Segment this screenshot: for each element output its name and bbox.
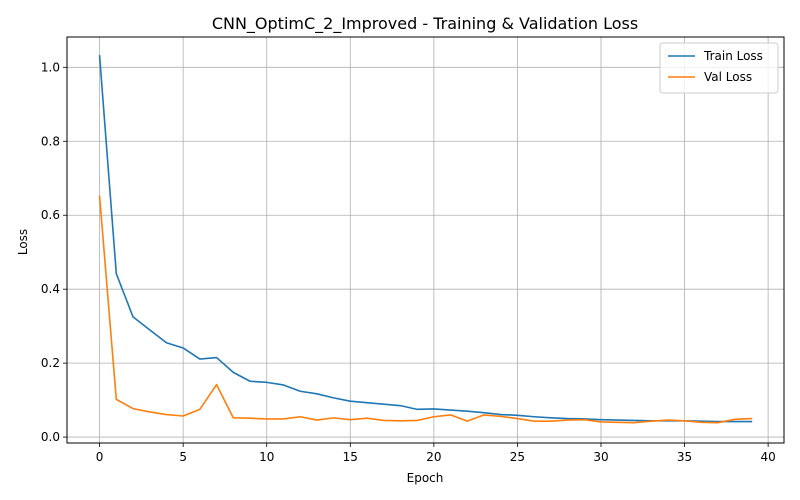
x-tick-label: 5 (179, 450, 187, 464)
x-tick-label: 35 (677, 450, 692, 464)
y-tick-label: 0.6 (41, 208, 60, 222)
y-tick-label: 0.0 (41, 430, 60, 444)
plot-frame (66, 36, 785, 444)
x-tick-label: 30 (593, 450, 608, 464)
y-axis-label: Loss (16, 229, 30, 255)
y-tick-label: 0.2 (41, 356, 60, 370)
x-tick-label: 15 (343, 450, 358, 464)
y-axis-ticks: 0.0 0.2 0.4 0.6 0.8 1.0 (41, 60, 67, 444)
series-line-val-loss (98, 195, 753, 424)
legend-label-train-loss: Train Loss (703, 49, 763, 63)
chart-title: CNN_OptimC_2_Improved - Training & Valid… (212, 14, 638, 34)
series-lines (98, 55, 753, 424)
legend-label-val-loss: Val Loss (704, 70, 752, 84)
x-tick-label: 25 (510, 450, 525, 464)
x-axis-ticks: 0 5 10 15 20 25 30 35 40 (96, 443, 776, 464)
x-tick-label: 20 (426, 450, 441, 464)
legend: Train Loss Val Loss (659, 42, 779, 94)
series-line-train-loss (98, 55, 753, 423)
x-tick-label: 0 (96, 450, 104, 464)
x-axis-label: Epoch (407, 471, 444, 485)
x-tick-label: 40 (760, 450, 775, 464)
grid (67, 37, 784, 443)
y-tick-label: 1.0 (41, 60, 60, 74)
y-tick-label: 0.4 (41, 282, 60, 296)
y-tick-label: 0.8 (41, 134, 60, 148)
x-tick-label: 10 (259, 450, 274, 464)
